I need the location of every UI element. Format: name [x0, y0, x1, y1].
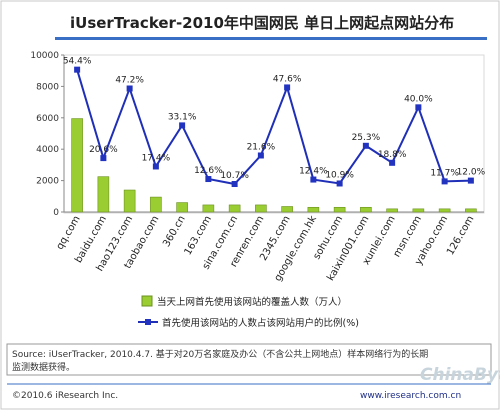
- legend: 当天上网首先使用该网站的覆盖人数（万人） 首先使用该网站的人数占该网站用户的比例…: [138, 295, 359, 329]
- line-marker-baidu.com: [100, 155, 107, 162]
- bar-sohu.com: [333, 206, 346, 213]
- bar-taobao.com: [150, 196, 162, 213]
- data-label: 20.6%: [89, 145, 118, 155]
- bar-qq.com: [71, 118, 83, 213]
- data-label: 10.9%: [325, 170, 354, 180]
- y-tick-label: 10000: [30, 51, 59, 61]
- bar-2345.com: [281, 206, 293, 213]
- y-tick-label: 4000: [36, 145, 59, 155]
- line-marker-qq.com: [74, 66, 81, 73]
- y-tick-label: 8000: [36, 82, 59, 92]
- line-marker-2345.com: [284, 84, 291, 91]
- data-label: 17.4%: [142, 153, 171, 163]
- data-label: 11.7%: [430, 168, 459, 178]
- bar-baidu.com: [97, 176, 110, 213]
- footer-url: www.iresearch.com.cn: [360, 391, 461, 401]
- line-marker-360.cn: [179, 122, 186, 129]
- bar-kaixin001.com: [360, 206, 372, 213]
- data-label: 54.4%: [63, 57, 92, 67]
- source-box: [6, 343, 492, 376]
- y-tick-label: 0: [53, 208, 59, 218]
- line-marker-xunlei.com: [389, 159, 396, 166]
- data-label: 12.4%: [299, 167, 328, 177]
- source-note: Source: iUserTracker, 2010.4.7. 基于对20万名家…: [12, 348, 428, 360]
- bar-360.cn: [176, 202, 188, 213]
- bar-google.com.hk: [307, 206, 320, 213]
- data-label: 10.7%: [220, 171, 249, 181]
- legend-label-bar: 当天上网首先使用该网站的覆盖人数（万人）: [157, 296, 347, 308]
- data-label: 25.3%: [352, 133, 381, 143]
- title-rule: [55, 37, 487, 40]
- line-path: [76, 69, 471, 186]
- bar-yahoo.com: [438, 208, 451, 213]
- line-marker-hao123.com: [126, 85, 133, 92]
- bar-sina.com.cn: [228, 204, 241, 213]
- legend-swatch-bar: [141, 295, 153, 307]
- line-marker-sina.com.cn: [231, 181, 238, 188]
- bar-xunlei.com: [386, 208, 398, 213]
- line-marker-yahoo.com: [441, 178, 448, 185]
- bar-renren.com: [255, 204, 267, 213]
- copyright: ©2010.6 iResearch Inc.: [12, 391, 118, 401]
- bar-163.com: [202, 204, 215, 213]
- data-label: 21.6%: [247, 142, 276, 152]
- data-label: 47.2%: [115, 75, 144, 85]
- line-series: 54.4% 20.6% 47.2% 17.4% 33.1% 12.6%10.7% 21.6%…: [63, 57, 486, 188]
- data-label: 12.6%: [194, 166, 223, 176]
- data-label: 40.0%: [404, 94, 433, 104]
- line-marker-taobao.com: [152, 163, 159, 170]
- source-note-line2: 监测数据获得。: [12, 361, 75, 373]
- y-tick-label: 6000: [36, 114, 59, 124]
- legend-label-line: 首先使用该网站的人数占该网站用户的比例(%): [162, 317, 359, 329]
- line-marker-google.com.hk: [310, 176, 317, 183]
- bar-hao123.com: [123, 189, 136, 213]
- line-marker-msn.com: [415, 104, 422, 111]
- chart-title: iUserTracker-2010年中国网民 单日上网起点网站分布: [70, 14, 454, 32]
- line-marker-126.com: [467, 177, 474, 184]
- data-label: 12.0%: [457, 168, 486, 178]
- y-tick-label: 2000: [36, 177, 59, 187]
- bar-series: [71, 118, 477, 213]
- watermark: ChinaByte: [420, 365, 500, 385]
- bar-msn.com: [412, 208, 425, 213]
- bar-126.com: [465, 208, 477, 213]
- legend-swatch-marker: [145, 319, 151, 325]
- line-marker-sohu.com: [336, 180, 343, 187]
- line-marker-163.com: [205, 176, 212, 183]
- line-marker-renren.com: [257, 152, 264, 159]
- data-label: 47.6%: [273, 74, 302, 84]
- data-label: 18.8%: [378, 150, 407, 160]
- line-marker-kaixin001.com: [362, 142, 369, 149]
- data-label: 33.1%: [168, 112, 197, 122]
